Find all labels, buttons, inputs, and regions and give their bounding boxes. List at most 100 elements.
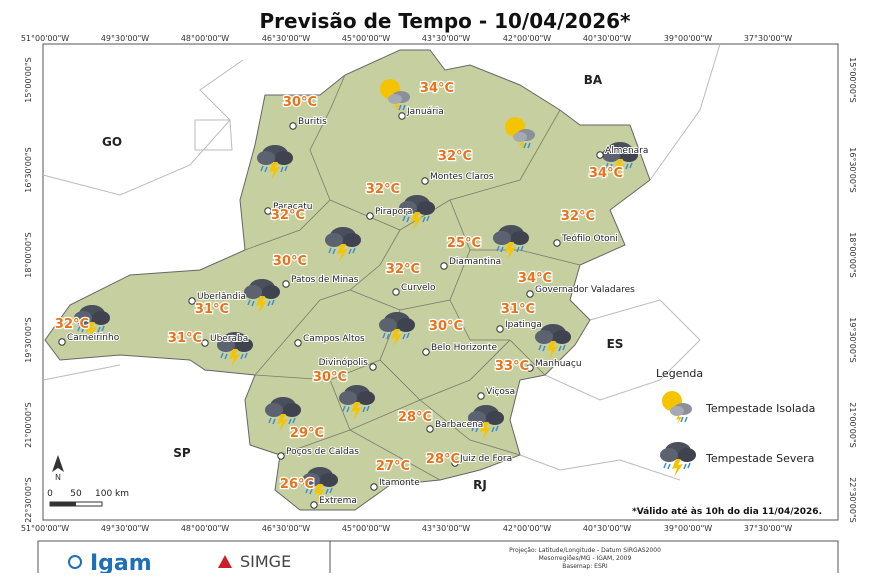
longitude-label: 48°00'00"W: [181, 524, 229, 533]
longitude-label: 46°30'00"W: [262, 34, 310, 43]
temperature: 30°C: [273, 254, 307, 269]
longitude-label: 49°30'00"W: [101, 524, 149, 533]
temperature: 28°C: [398, 410, 432, 425]
scale-and-north: N 0 50 100 km: [47, 455, 129, 507]
city-name: Diamantina: [449, 257, 501, 267]
temperature: 31°C: [501, 302, 535, 317]
city-point: [201, 339, 209, 347]
legend-title: Legenda: [656, 367, 703, 380]
mg-state: [44, 49, 651, 511]
city-point: [440, 262, 448, 270]
city-point: [526, 290, 534, 298]
latitude-label: 15°00'00"S: [848, 57, 857, 103]
city-name: Extrema: [319, 496, 357, 506]
credit: Projeção: Latitude/Longitude - Datum SIR…: [509, 547, 661, 554]
city-point: [477, 392, 485, 400]
temperature: 32°C: [386, 262, 420, 277]
scale-label: 50: [70, 489, 82, 499]
city-point: [553, 239, 561, 247]
city-name: Carneirinho: [67, 333, 120, 343]
credit: Mesorregiões/MG - IGAM, 2009: [539, 555, 632, 562]
temperature: 31°C: [168, 331, 202, 346]
latitude-label: 15°00'00"S: [24, 57, 33, 103]
temperature: 31°C: [195, 302, 229, 317]
mesoregion-borders: [244, 74, 581, 481]
temperature: 27°C: [376, 459, 410, 474]
longitude-label: 39°00'00"W: [664, 524, 712, 533]
city-name: Montes Claros: [430, 172, 494, 182]
longitude-label: 39°00'00"W: [664, 34, 712, 43]
temperature: 33°C: [495, 359, 529, 374]
north-label: N: [55, 473, 61, 482]
longitude-label: 43°30'00"W: [422, 34, 470, 43]
state-label: BA: [584, 73, 603, 87]
longitude-label: 37°30'00"W: [744, 524, 792, 533]
city-name: Divinópolis: [319, 357, 369, 368]
logo-simge-mark: [218, 555, 232, 568]
longitude-label: 40°30'00"W: [583, 524, 631, 533]
city-point: [310, 501, 318, 509]
city-name: Almenara: [605, 146, 648, 156]
temperature: 26°C: [280, 477, 314, 492]
longitude-label: 42°00'00"W: [503, 34, 551, 43]
city-name: Uberlândia: [197, 292, 246, 302]
latitude-label: 18°00'00"S: [848, 232, 857, 278]
city-name: Ipatinga: [505, 320, 542, 330]
city-point: [421, 177, 429, 185]
state-label: SP: [173, 446, 191, 460]
city-point: [370, 483, 378, 491]
latitude-label: 22°30'00"S: [848, 477, 857, 523]
temperature: 30°C: [429, 319, 463, 334]
longitude-label: 43°30'00"W: [422, 524, 470, 533]
city-point: [496, 325, 504, 333]
longitude-label: 37°30'00"W: [744, 34, 792, 43]
temperature: 32°C: [438, 149, 472, 164]
longitude-label: 45°00'00"W: [342, 34, 390, 43]
north-arrow: [52, 455, 64, 472]
temperature: 32°C: [366, 182, 400, 197]
latitude-label: 22°30'00"S: [24, 477, 33, 523]
city-point: [422, 348, 430, 356]
state-label: RJ: [473, 478, 487, 492]
longitude-label: 48°00'00"W: [181, 34, 229, 43]
city-point: [188, 297, 196, 305]
longitude-label: 51°00'00"W: [21, 34, 69, 43]
city-name: Uberaba: [210, 334, 248, 344]
temperature: 34°C: [518, 271, 552, 286]
credit: Basemap: ESRI: [562, 563, 608, 570]
temperature: 32°C: [271, 208, 305, 223]
latitude-label: 21°00'00"S: [848, 402, 857, 448]
latitude-label: 16°30'00"S: [24, 147, 33, 193]
city-name: Viçosa: [486, 387, 515, 397]
city-point: [426, 425, 434, 433]
scale-label: 100 km: [95, 489, 129, 499]
longitude-label: 45°00'00"W: [342, 524, 390, 533]
map-title: Previsão de Tempo - 10/04/2026*: [260, 9, 632, 33]
city-point: [526, 364, 534, 372]
latitude-label: 16°30'00"S: [848, 147, 857, 193]
city-name: Governador Valadares: [535, 285, 635, 295]
state-label: GO: [102, 135, 122, 149]
neighbor-borders: [42, 43, 721, 481]
city-point: [294, 339, 302, 347]
city-name: Poços de Caldas: [286, 447, 359, 457]
city-point: [366, 212, 374, 220]
city-name: Januária: [406, 107, 444, 117]
scale-bar-fill: [50, 502, 76, 506]
latitude-label: 18°00'00"S: [24, 232, 33, 278]
longitude-label: 51°00'00"W: [21, 524, 69, 533]
legend: Legenda Tempestade Isolada Tempestade Se…: [656, 367, 815, 478]
temperature: 30°C: [313, 370, 347, 385]
temperature: 34°C: [420, 81, 454, 96]
temperature: 30°C: [283, 95, 317, 110]
legend-item: Tempestade Severa: [705, 452, 814, 465]
footer: Igam SIMGE Projeção: Latitude/Longitude …: [37, 540, 839, 576]
footer-frame: [37, 540, 839, 576]
temperature: 32°C: [55, 317, 89, 332]
longitude-label: 46°30'00"W: [262, 524, 310, 533]
logo-simge: SIMGE: [240, 552, 291, 571]
longitude-label: 49°30'00"W: [101, 34, 149, 43]
logo-igam: Igam: [90, 551, 152, 573]
city-point: [398, 112, 406, 120]
